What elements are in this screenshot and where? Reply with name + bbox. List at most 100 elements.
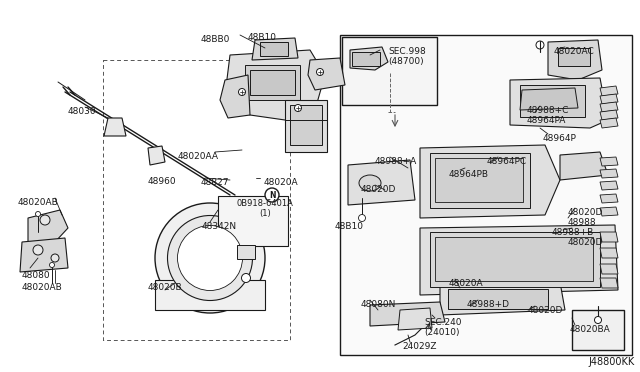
Text: 48020AA: 48020AA [178,152,219,161]
Polygon shape [350,47,388,70]
Text: 48020BA: 48020BA [570,325,611,334]
Text: 48988+B: 48988+B [552,228,595,237]
Bar [250,70,295,95]
Polygon shape [398,308,432,330]
Bar [352,52,380,66]
Polygon shape [440,282,565,315]
Text: 48342N: 48342N [202,222,237,231]
Ellipse shape [265,188,279,202]
Text: 48964PB: 48964PB [449,170,489,179]
Bar [520,85,585,117]
Text: SEC.240: SEC.240 [424,318,461,327]
Polygon shape [220,75,250,118]
Ellipse shape [177,225,243,291]
Ellipse shape [595,317,602,324]
Text: 48020B: 48020B [148,283,182,292]
Polygon shape [370,302,445,326]
Ellipse shape [33,245,43,255]
Polygon shape [600,278,618,288]
Polygon shape [252,38,298,60]
Polygon shape [104,118,126,136]
Text: 48964P: 48964P [543,134,577,143]
Ellipse shape [294,105,301,112]
Text: 48080: 48080 [22,271,51,280]
Text: 48988: 48988 [568,218,596,227]
Bar [435,237,593,281]
Ellipse shape [51,254,59,262]
Bar [218,196,288,246]
Text: 48020D: 48020D [528,306,563,315]
Polygon shape [560,152,608,180]
Polygon shape [20,238,68,272]
Polygon shape [155,280,265,310]
Polygon shape [520,88,578,110]
Ellipse shape [168,215,253,301]
Text: 48020D: 48020D [361,185,396,194]
Polygon shape [600,86,618,96]
Text: 48020D: 48020D [568,238,604,247]
Text: SEC.998: SEC.998 [388,47,426,56]
Text: 0B918-6401A: 0B918-6401A [237,199,293,208]
Polygon shape [548,40,602,80]
Text: 48020D: 48020D [568,208,604,217]
Ellipse shape [317,68,323,76]
Polygon shape [600,169,618,178]
Text: 48988+D: 48988+D [467,300,510,309]
Text: 48988+C: 48988+C [527,106,570,115]
Polygon shape [600,232,618,242]
Bar [245,65,300,100]
Text: J48800KK: J48800KK [589,357,635,367]
Polygon shape [600,102,618,112]
Bar [558,48,590,66]
Ellipse shape [49,263,54,267]
Text: 48020AB: 48020AB [18,198,59,207]
Text: N: N [269,190,275,199]
Polygon shape [600,181,618,190]
Polygon shape [348,160,415,205]
Ellipse shape [35,212,40,217]
Text: 48020A: 48020A [264,178,299,187]
Polygon shape [600,118,618,128]
Polygon shape [420,225,618,295]
Ellipse shape [359,175,381,191]
Bar [285,100,327,152]
Text: 48B10: 48B10 [335,222,364,231]
Bar [430,153,530,208]
Ellipse shape [40,215,50,225]
Bar [435,158,523,202]
Bar [237,245,255,259]
Text: 48B10: 48B10 [248,33,276,42]
Ellipse shape [155,203,265,313]
Text: (48700): (48700) [388,57,424,66]
Bar [572,310,624,350]
Polygon shape [420,145,560,218]
Ellipse shape [239,89,246,96]
Text: 48020AB: 48020AB [22,283,63,292]
Polygon shape [600,248,618,258]
Polygon shape [148,146,165,165]
Polygon shape [600,157,618,166]
Bar [448,289,548,309]
Text: (1): (1) [259,209,271,218]
Bar [260,42,288,56]
Text: 48BB0: 48BB0 [200,35,230,44]
Polygon shape [600,207,618,216]
Text: 48960: 48960 [148,177,177,186]
Text: 48080N: 48080N [361,300,396,309]
Polygon shape [308,58,345,90]
Text: 48964PC: 48964PC [487,157,527,166]
Polygon shape [510,78,608,128]
Bar [430,232,600,287]
Polygon shape [28,210,68,242]
Text: 24029Z: 24029Z [402,342,436,351]
Polygon shape [600,110,618,120]
Ellipse shape [358,215,365,221]
Bar [342,37,437,105]
Text: 48964PA: 48964PA [527,116,566,125]
Polygon shape [600,264,618,274]
Polygon shape [600,94,618,104]
Bar [340,35,632,355]
Polygon shape [225,50,325,120]
Ellipse shape [241,273,250,282]
Text: 48988+A: 48988+A [375,157,417,166]
